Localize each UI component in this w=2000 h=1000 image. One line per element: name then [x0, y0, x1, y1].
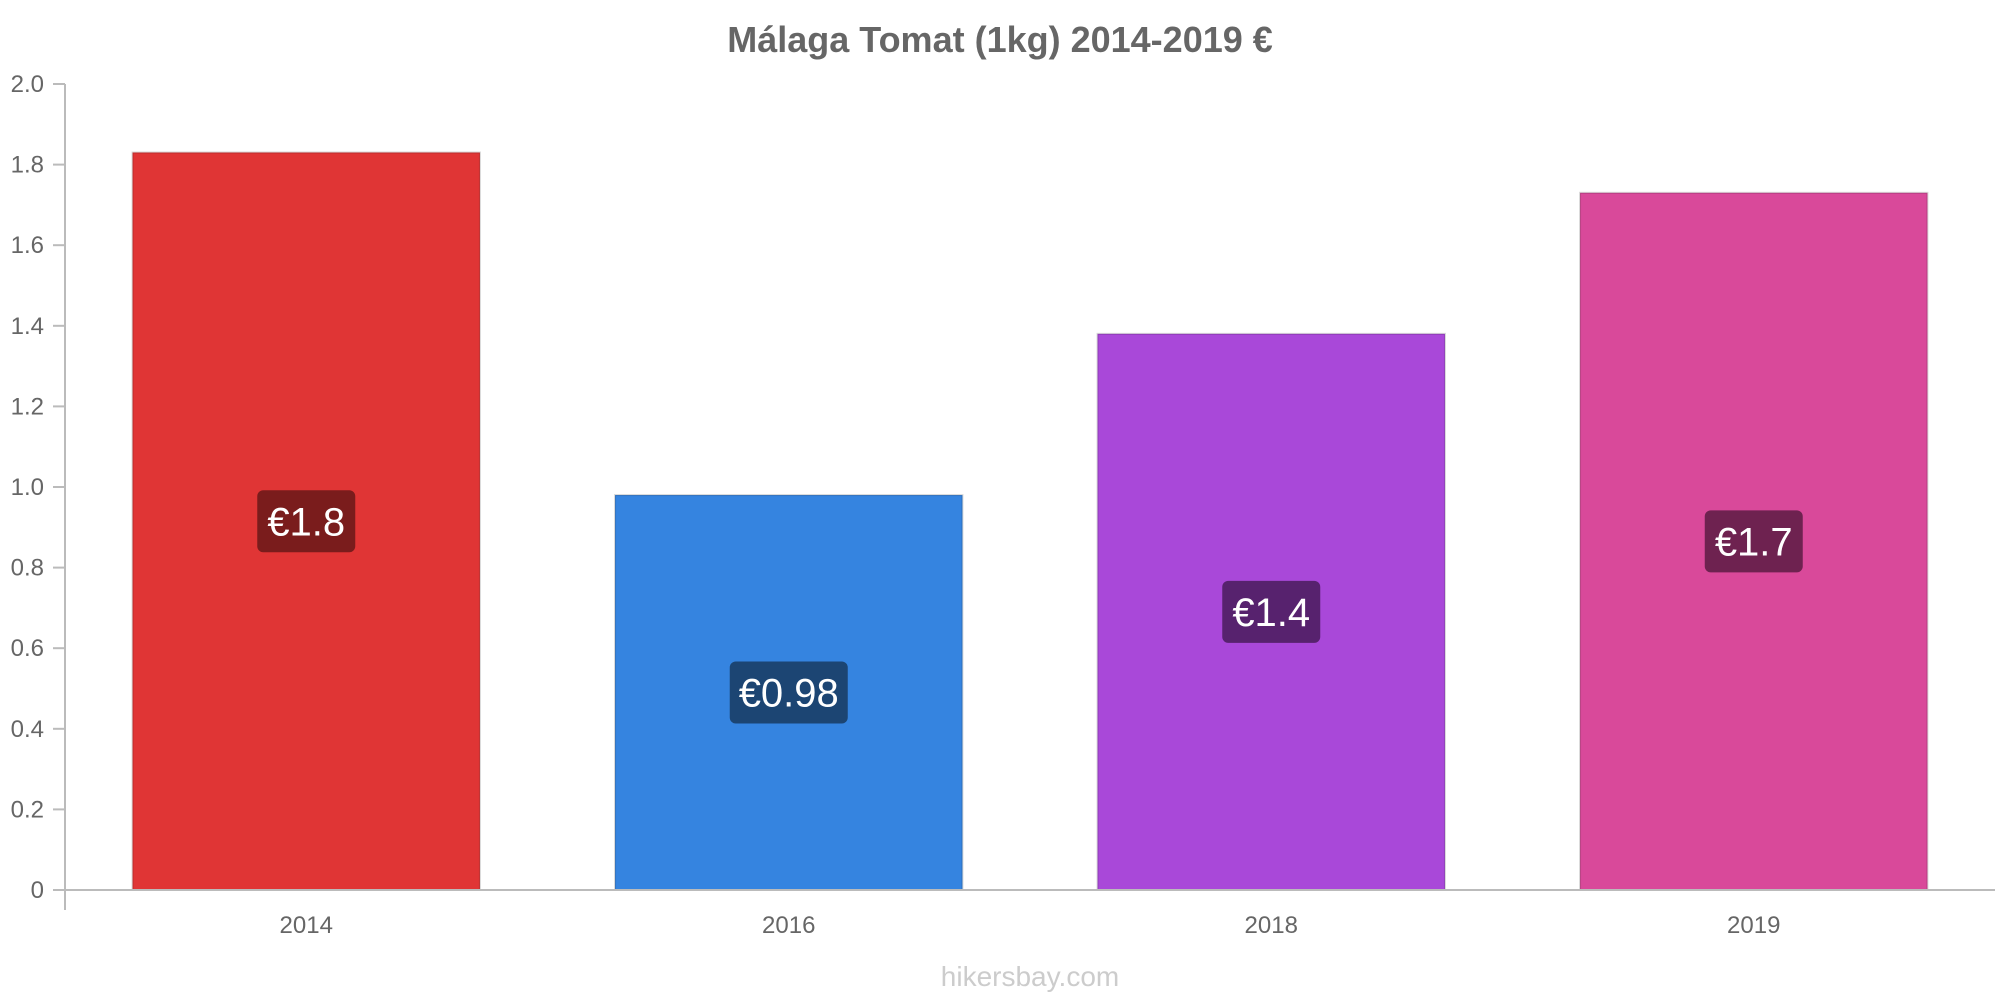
data-label-box: [1222, 580, 1321, 643]
y-tick-label: 0.8: [11, 555, 44, 582]
y-tick-label: 0: [31, 877, 44, 904]
axes-group: 0 0.2 0.4 0.6 0.8 1.0 1.2 1.4 1.6 1.8 2.0 2014 2016 2…: [11, 71, 1995, 939]
data-label: €1.8: [267, 500, 345, 544]
y-tick-label: 2.0: [11, 71, 44, 98]
data-labels-group: €1.8 €0.98 €1.4 €1.7: [257, 490, 1803, 724]
data-label: €1.7: [1715, 520, 1793, 564]
x-tick-label: 2014: [280, 912, 333, 939]
data-label: €0.98: [739, 672, 839, 716]
chart-title: Málaga Tomat (1kg) 2014-2019 €: [727, 19, 1273, 60]
data-label-box: [1704, 510, 1803, 573]
data-label-box: [729, 661, 848, 724]
y-tick-label: 0.6: [11, 635, 44, 662]
y-tick-label: 1.6: [11, 232, 44, 259]
y-tick-label: 1.0: [11, 474, 44, 501]
data-label-box: [257, 490, 356, 553]
x-tick-label: 2019: [1727, 912, 1780, 939]
y-tick-label: 1.8: [11, 152, 44, 179]
data-label: €1.4: [1232, 591, 1310, 635]
y-tick-label: 1.4: [11, 313, 44, 340]
bars-group: [131, 151, 1929, 891]
y-tick-label: 0.2: [11, 796, 44, 823]
x-tick-label: 2016: [762, 912, 815, 939]
x-tick-label: 2018: [1245, 912, 1298, 939]
y-tick-label: 0.4: [11, 716, 44, 743]
y-tick-label: 1.2: [11, 393, 44, 420]
source-footer: hikersbay.com: [941, 961, 1119, 992]
